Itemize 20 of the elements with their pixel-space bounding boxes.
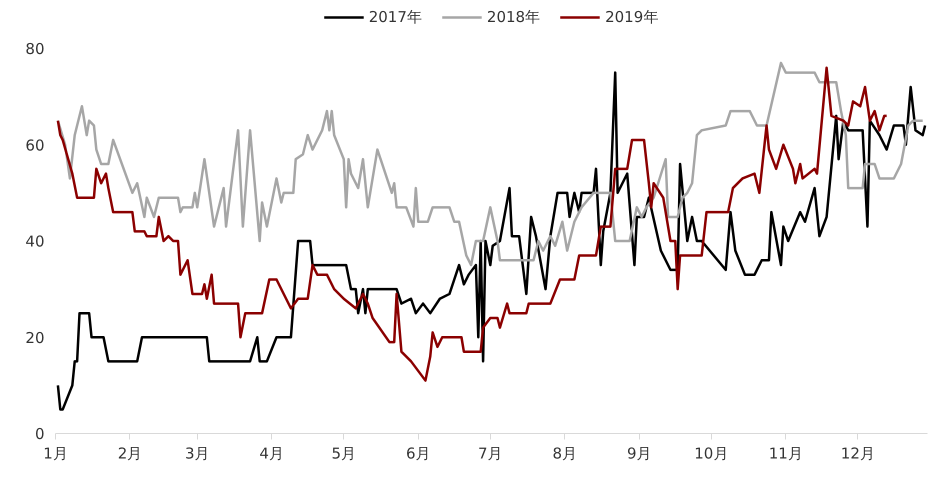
y-tick-label: 40 (25, 232, 45, 250)
x-tick-label: 4月 (259, 444, 284, 462)
x-tick-label: 9月 (626, 444, 652, 462)
x-tick-label: 10月 (694, 444, 728, 462)
y-tick-label: 80 (25, 40, 45, 58)
legend-label: 2019年 (605, 8, 658, 26)
y-tick-label: 60 (25, 136, 45, 154)
x-tick-label: 7月 (478, 444, 503, 462)
x-tick-label: 12月 (840, 444, 875, 462)
x-tick-label: 1月 (43, 444, 68, 462)
legend-label: 2018年 (486, 8, 540, 26)
legend-label: 2017年 (368, 8, 422, 26)
x-tick-label: 2月 (118, 444, 142, 462)
x-tick-label: 6月 (406, 444, 431, 462)
x-tick-label: 5月 (331, 444, 356, 462)
x-tick-label: 8月 (552, 444, 578, 462)
x-tick-label: 11月 (768, 444, 803, 462)
y-tick-label: 0 (34, 425, 45, 443)
x-tick-label: 3月 (184, 444, 210, 462)
y-tick-label: 20 (25, 328, 45, 347)
